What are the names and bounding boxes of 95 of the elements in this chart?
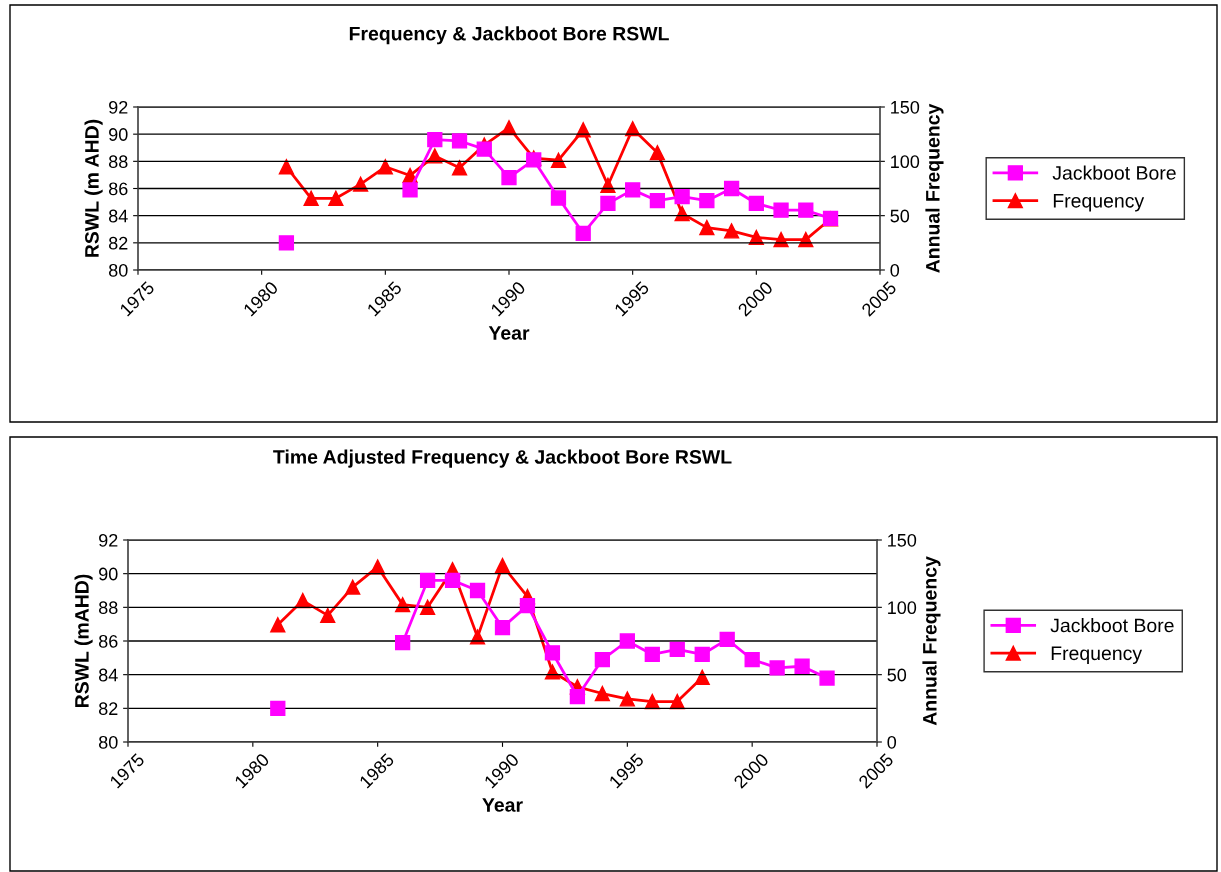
y2-tick-label: 50 xyxy=(887,668,907,682)
point xyxy=(769,660,785,676)
point xyxy=(377,159,393,175)
point xyxy=(544,645,561,661)
y2-tick-label: 0 xyxy=(887,735,897,749)
x-axis-title: Year xyxy=(482,798,523,812)
point xyxy=(270,617,286,633)
y2-axis-title: Annual Frequency xyxy=(922,556,941,726)
y2-tick-label: 50 xyxy=(890,209,910,223)
point xyxy=(427,131,443,148)
y-tick-label: 88 xyxy=(98,601,118,615)
y2-tick-label: 150 xyxy=(891,100,920,114)
point xyxy=(345,579,361,595)
point xyxy=(303,190,319,206)
point xyxy=(278,235,295,251)
point xyxy=(519,598,536,614)
point xyxy=(427,148,443,164)
point xyxy=(619,633,635,649)
point xyxy=(674,189,690,205)
point xyxy=(419,572,436,589)
y-axis-title: RSWL (m AHD) xyxy=(84,119,103,257)
y-tick-label: 84 xyxy=(98,668,118,682)
y-tick-label: 80 xyxy=(98,735,118,749)
legend-label: Frequency xyxy=(1053,194,1145,212)
y-tick-label: 80 xyxy=(108,263,128,277)
y-tick-label: 82 xyxy=(98,702,118,716)
point xyxy=(694,669,710,685)
y-tick-label: 92 xyxy=(99,533,118,547)
point xyxy=(476,141,492,157)
point xyxy=(773,202,789,218)
legend-label: Jackboot Bore xyxy=(1052,165,1176,180)
point xyxy=(469,582,486,599)
point xyxy=(694,646,710,663)
point xyxy=(744,651,760,668)
point xyxy=(699,193,715,209)
point xyxy=(569,688,586,705)
point xyxy=(600,195,616,212)
point xyxy=(723,180,740,197)
y2-tick-label: 100 xyxy=(888,601,917,615)
point xyxy=(594,685,611,702)
point xyxy=(699,219,715,236)
point xyxy=(794,658,810,674)
chart-title: Frequency & Jackboot Bore RSWL xyxy=(349,26,669,45)
point xyxy=(270,700,286,716)
y2-tick-label: 100 xyxy=(891,155,920,169)
legend-label: Jackboot Bore xyxy=(1050,618,1174,633)
point xyxy=(494,619,511,636)
point xyxy=(451,160,468,176)
x-axis-title: Year xyxy=(488,326,530,340)
point xyxy=(328,190,344,206)
point xyxy=(674,205,690,222)
point xyxy=(451,133,468,149)
point xyxy=(444,572,461,589)
y2-axis-title: Annual Frequency xyxy=(925,103,944,273)
point xyxy=(619,691,635,707)
point xyxy=(819,670,835,686)
point xyxy=(320,607,336,624)
point xyxy=(669,641,685,658)
point xyxy=(625,182,641,198)
point xyxy=(550,190,567,206)
point xyxy=(352,176,369,192)
point xyxy=(544,664,561,680)
point xyxy=(278,159,295,175)
y-tick-label: 90 xyxy=(99,567,118,581)
point xyxy=(594,651,611,668)
y-tick-label: 90 xyxy=(109,128,128,141)
point xyxy=(394,597,411,613)
y-tick-label: 82 xyxy=(108,236,128,250)
point xyxy=(748,195,764,212)
y-tick-label: 86 xyxy=(98,634,118,648)
y2-tick-label: 0 xyxy=(890,263,900,277)
point xyxy=(370,559,386,575)
point xyxy=(575,225,591,241)
point xyxy=(719,631,735,647)
point xyxy=(600,177,616,193)
y-tick-label: 88 xyxy=(108,155,128,169)
point xyxy=(494,557,511,574)
point xyxy=(723,223,740,239)
point xyxy=(649,145,666,161)
legend-label: Frequency xyxy=(1051,646,1143,664)
y-tick-label: 86 xyxy=(108,182,128,196)
point xyxy=(402,182,418,198)
point xyxy=(469,629,486,645)
point xyxy=(644,646,660,663)
y-axis-title: RSWL (mAHD) xyxy=(74,574,93,708)
point xyxy=(649,193,666,209)
y-tick-label: 92 xyxy=(109,100,128,114)
y2-tick-label: 150 xyxy=(888,533,917,547)
point xyxy=(550,152,567,168)
point xyxy=(501,169,517,186)
point xyxy=(394,635,411,651)
point xyxy=(419,599,436,615)
y-tick-label: 84 xyxy=(108,209,128,223)
chart-title: Time Adjusted Frequency & Jackboot Bore RSWL xyxy=(273,449,732,468)
point xyxy=(798,202,814,218)
